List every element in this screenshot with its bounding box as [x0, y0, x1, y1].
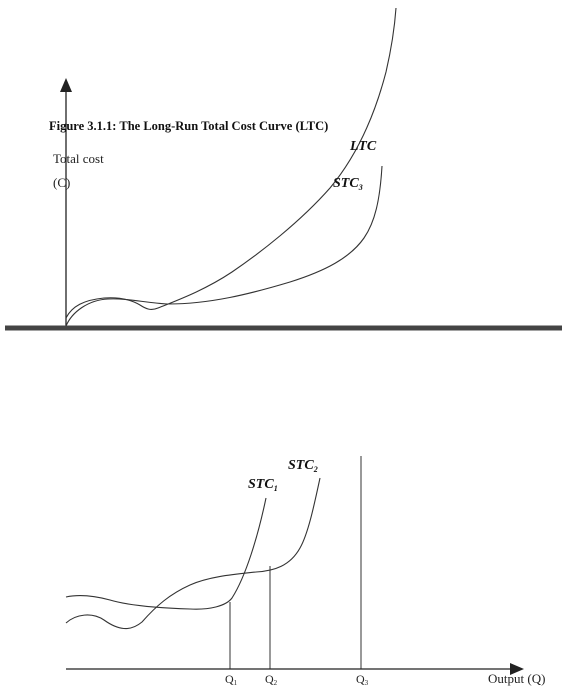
y-axis-label-line2: (C) [53, 175, 70, 190]
q2-label: Q2 [265, 672, 278, 687]
stc1-label-base: STC [248, 477, 274, 492]
q3-label: Q3 [356, 672, 369, 687]
stc2-label-sub: 2 [313, 465, 318, 474]
stc1-label: STC1 [248, 477, 278, 493]
stc2-label: STC2 [288, 458, 318, 474]
y-axis-arrowhead [60, 78, 72, 92]
stc2-curve [65, 477, 321, 630]
stc3-label-base: STC [333, 176, 359, 191]
ltc-curve [65, 7, 397, 319]
x-axis-label: Output (Q) [488, 671, 545, 686]
stc3-label-sub: 3 [358, 183, 363, 192]
y-axis-label-line1: Total cost [53, 151, 104, 166]
q1-label-sub: 1 [234, 679, 238, 687]
figure-title: Figure 3.1.1: The Long-Run Total Cost Cu… [49, 119, 328, 133]
stc1-label-sub: 1 [274, 484, 278, 493]
ltc-label: LTC [349, 139, 377, 154]
x-axis-arrowhead [510, 663, 524, 675]
q1-label-base: Q [225, 672, 234, 686]
q3-label-sub: 3 [365, 679, 369, 687]
q2-label-base: Q [265, 672, 274, 686]
stc3-curve [65, 165, 383, 327]
q2-label-sub: 2 [274, 679, 278, 687]
q3-label-base: Q [356, 672, 365, 686]
stc1-curve [65, 497, 267, 610]
stc3-label: STC3 [333, 176, 363, 192]
stc2-label-base: STC [288, 458, 314, 473]
q1-label: Q1 [225, 672, 238, 687]
